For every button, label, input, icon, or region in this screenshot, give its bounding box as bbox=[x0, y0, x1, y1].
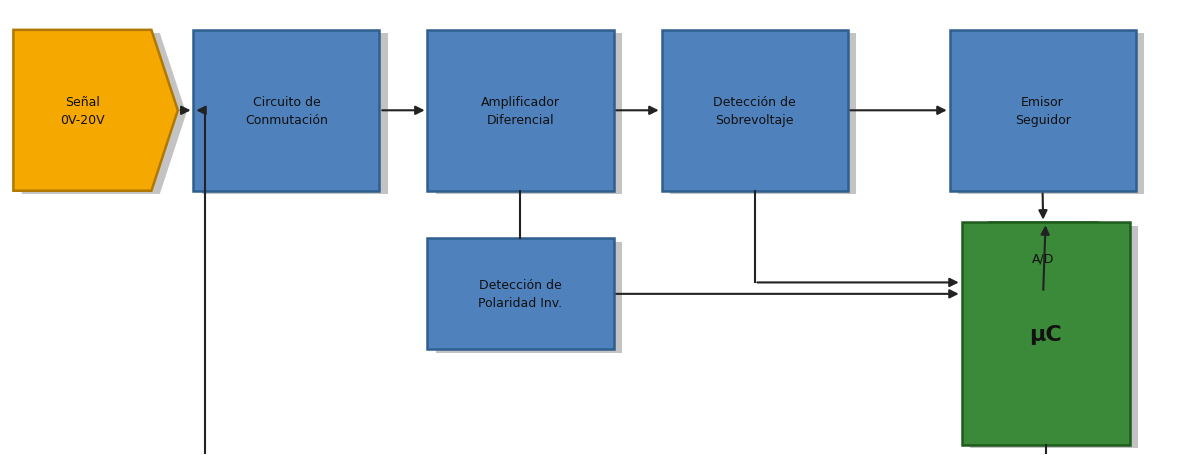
Text: Emisor
Seguidor: Emisor Seguidor bbox=[1014, 96, 1071, 126]
Bar bbox=[970, 226, 1138, 448]
Bar bbox=[427, 239, 614, 349]
Bar bbox=[997, 226, 1106, 296]
Bar bbox=[435, 242, 622, 353]
Polygon shape bbox=[13, 31, 178, 191]
Bar bbox=[949, 31, 1136, 191]
Text: Amplificador
Diferencial: Amplificador Diferencial bbox=[481, 96, 559, 126]
Bar bbox=[958, 34, 1144, 194]
Polygon shape bbox=[22, 34, 186, 194]
Bar bbox=[989, 223, 1097, 293]
Bar bbox=[427, 31, 614, 191]
Bar bbox=[194, 31, 379, 191]
Text: Detección de
Sobrevoltaje: Detección de Sobrevoltaje bbox=[713, 96, 796, 126]
Text: Detección de
Polaridad Inv.: Detección de Polaridad Inv. bbox=[479, 279, 563, 310]
Text: A/D: A/D bbox=[1032, 252, 1054, 264]
Text: Señal
0V-20V: Señal 0V-20V bbox=[60, 96, 105, 126]
Bar bbox=[435, 34, 622, 194]
Bar bbox=[662, 31, 848, 191]
Bar bbox=[202, 34, 387, 194]
Bar bbox=[670, 34, 857, 194]
Text: Circuito de
Conmutación: Circuito de Conmutación bbox=[245, 96, 328, 126]
Text: μC: μC bbox=[1030, 324, 1062, 344]
Bar bbox=[961, 223, 1130, 445]
